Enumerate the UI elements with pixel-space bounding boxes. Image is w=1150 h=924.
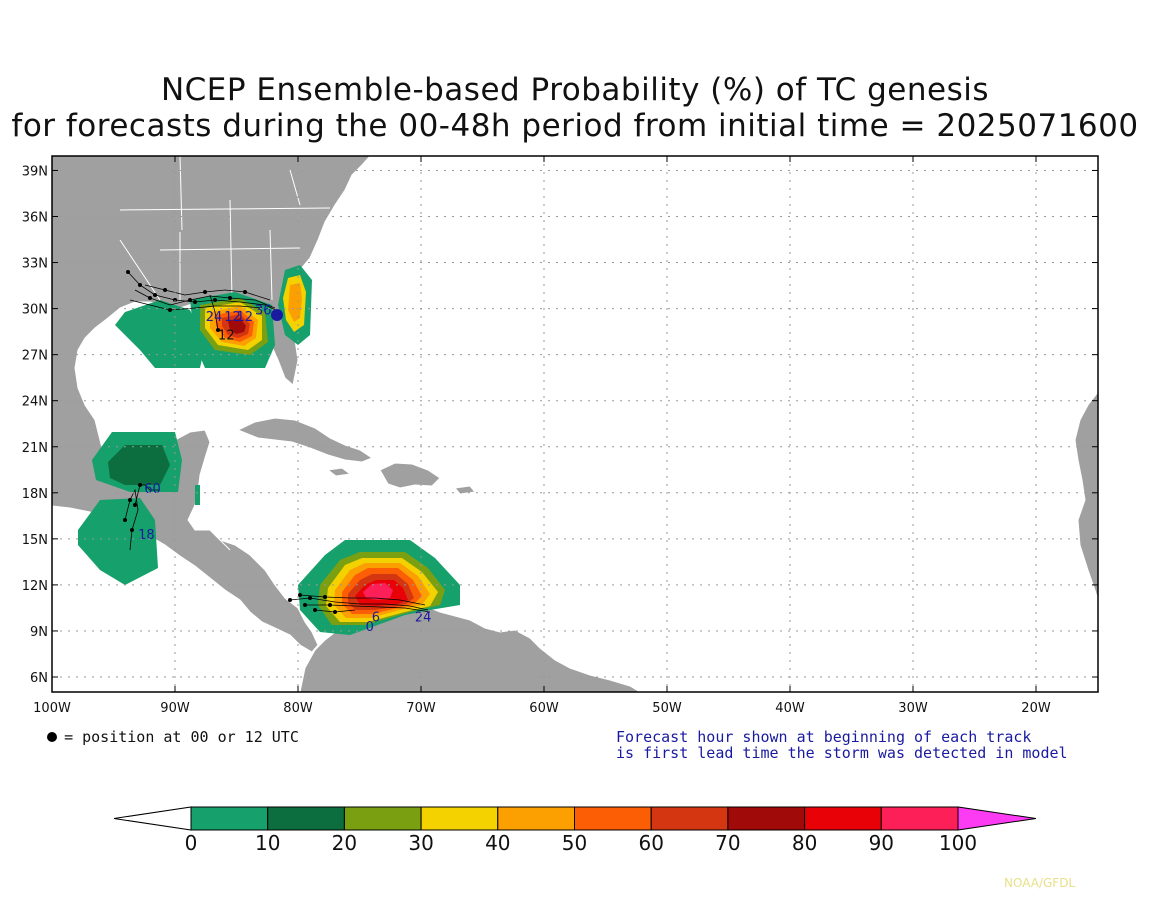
colorbar-labels: 0 10 20 30 40 50 60 70 80 90 100 (185, 831, 977, 855)
map-title-line1: NCEP Ensemble-based Probability (%) of T… (160, 72, 990, 108)
colorbar-label: 10 (255, 831, 280, 855)
lon-tick-label: 100W (33, 701, 71, 716)
track-hour-label: 24 (415, 611, 432, 626)
lat-tick-label: 12N (22, 579, 48, 594)
lat-tick-label: 36N (22, 211, 48, 226)
credit-text: NOAA/GFDL (1004, 876, 1076, 890)
lon-tick-label: 40W (775, 701, 805, 716)
position-legend-dot (47, 732, 57, 742)
land-hispaniola (379, 462, 441, 489)
lat-tick-label: 39N (22, 164, 48, 179)
axis-ticks (51, 156, 1098, 692)
lat-tick-label: 27N (22, 349, 48, 364)
track-hour-label: 24 (206, 310, 223, 325)
track-position-dots (123, 270, 337, 614)
colorbar-segment (267, 806, 345, 831)
land-jamaica (326, 467, 352, 477)
colorbar-segment (727, 806, 806, 831)
colorbar-label: 60 (638, 831, 663, 855)
lon-tick-label: 70W (406, 701, 436, 716)
lon-tick-label: 80W (283, 701, 313, 716)
colorbar-label: 0 (185, 831, 198, 855)
track-hour-label: 36 (255, 304, 272, 319)
colorbar-segment (574, 806, 652, 831)
lat-tick-label: 15N (22, 533, 48, 548)
colorbar-label: 50 (562, 831, 587, 855)
track-hour-label: 12 (237, 310, 254, 325)
forecast-note-line2: is first lead time the storm was detecte… (616, 744, 1068, 762)
track-hour-label: 0 (366, 620, 374, 635)
latitude-labels: 39N 36N 33N 30N 27N 24N 21N 18N 15N 12N 9N 6N (22, 164, 48, 686)
track-hour-label: 12 (218, 328, 235, 343)
colorbar-segment (190, 806, 269, 831)
colorbar-segment (804, 806, 882, 831)
colorbar-segment (343, 806, 422, 831)
colorbar-label: 100 (939, 831, 977, 855)
lon-tick-label: 50W (652, 701, 682, 716)
lat-tick-label: 21N (22, 441, 48, 456)
map-frame (51, 155, 1099, 693)
longitude-labels: 100W 90W 80W 70W 60W 50W 40W 30W 20W (33, 701, 1051, 716)
storm-genesis-marker (271, 309, 283, 321)
colorbar-segment (420, 806, 499, 831)
lat-tick-label: 18N (22, 487, 48, 502)
lat-tick-label: 24N (22, 395, 48, 410)
colorbar-high-arrow (957, 806, 1037, 831)
colorbar-label: 80 (792, 831, 817, 855)
position-legend-text: = position at 00 or 12 UTC (46, 728, 299, 746)
forecast-note-line1: Forecast hour shown at beginning of each… (616, 728, 1032, 746)
track-hour-label: 18 (138, 528, 155, 543)
lat-tick-label: 9N (30, 625, 48, 640)
colorbar-label: 30 (408, 831, 433, 855)
lon-tick-label: 60W (529, 701, 559, 716)
lat-tick-label: 30N (22, 303, 48, 318)
colorbar-low-arrow (113, 806, 192, 831)
land-africa (1074, 391, 1098, 601)
lat-tick-label: 6N (30, 671, 48, 686)
lat-lon-gridlines (52, 156, 1098, 692)
track-hour-label: 6 (372, 611, 380, 626)
map-title-line2: for forecasts during the 00-48h period f… (11, 108, 1139, 144)
track-hour-label: 60 (144, 482, 161, 497)
colorbar-segment (880, 806, 959, 831)
colorbar-label: 40 (485, 831, 510, 855)
lon-tick-label: 20W (1021, 701, 1051, 716)
colorbar-label: 70 (715, 831, 740, 855)
colorbar-label: 90 (869, 831, 894, 855)
position-legend-label: = position at 00 or 12 UTC (64, 728, 299, 746)
colorbar-label: 20 (332, 831, 357, 855)
colorbar-segment (650, 806, 729, 831)
land-puerto-rico (454, 485, 476, 495)
colorbar-segment (497, 806, 575, 831)
lon-tick-label: 90W (160, 701, 190, 716)
land-cuba (236, 417, 374, 463)
track-hour-label: 12 (224, 310, 241, 325)
lat-tick-label: 33N (22, 257, 48, 272)
colorbar (113, 806, 1037, 831)
lon-tick-label: 30W (898, 701, 928, 716)
